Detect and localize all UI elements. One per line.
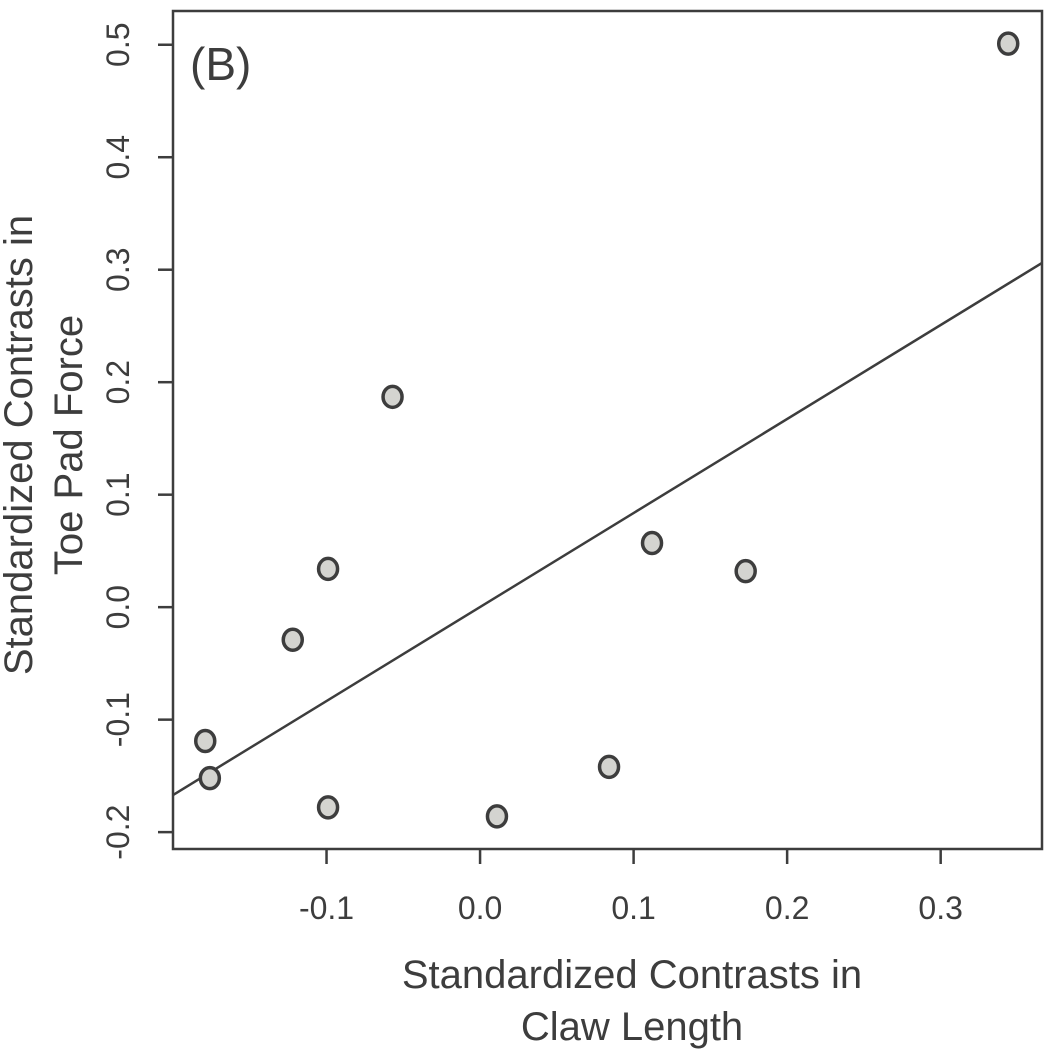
plot-area bbox=[172, 31, 1043, 829]
x-axis-title-line-1: Standardized Contrasts in bbox=[402, 953, 862, 997]
data-point bbox=[640, 530, 664, 556]
y-tick-label: 0.4 bbox=[100, 135, 136, 179]
data-point bbox=[198, 765, 222, 791]
y-tick-label: 0.3 bbox=[100, 247, 136, 291]
data-point bbox=[281, 627, 305, 653]
data-point bbox=[597, 754, 621, 780]
y-axis-title-line-1: Standardized Contrasts in bbox=[0, 215, 41, 675]
data-point bbox=[316, 795, 340, 820]
x-axis: -0.1 0.0 0.1 0.2 0.3 bbox=[299, 849, 963, 926]
data-point bbox=[485, 804, 509, 829]
data-point bbox=[316, 556, 340, 582]
y-tick-label: -0.1 bbox=[100, 692, 136, 747]
y-axis: -0.2 -0.1 0.0 0.1 0.2 0.3 0.4 0.5 bbox=[100, 23, 173, 860]
y-tick-label: 0.2 bbox=[100, 360, 136, 404]
data-point bbox=[996, 31, 1020, 56]
x-tick-label: -0.1 bbox=[299, 890, 354, 926]
y-tick-label: 0.0 bbox=[100, 585, 136, 629]
data-point bbox=[193, 728, 217, 754]
x-tick-label: 0.2 bbox=[765, 890, 809, 926]
plot-frame bbox=[171, 9, 1044, 851]
regression-line bbox=[172, 261, 1043, 797]
y-tick-label: -0.2 bbox=[100, 805, 136, 860]
x-tick-label: 0.1 bbox=[611, 890, 655, 926]
panel-label: (B) bbox=[190, 38, 251, 90]
y-tick-label: 0.1 bbox=[100, 472, 136, 516]
y-tick-label: 0.5 bbox=[100, 23, 136, 67]
x-tick-label: 0.0 bbox=[458, 890, 502, 926]
x-axis-title-line-2: Claw Length bbox=[521, 1005, 743, 1049]
x-tick-label: 0.3 bbox=[918, 890, 962, 926]
y-axis-title-line-2: Toe Pad Force bbox=[47, 315, 91, 575]
data-point bbox=[381, 384, 404, 410]
data-point bbox=[734, 558, 757, 584]
